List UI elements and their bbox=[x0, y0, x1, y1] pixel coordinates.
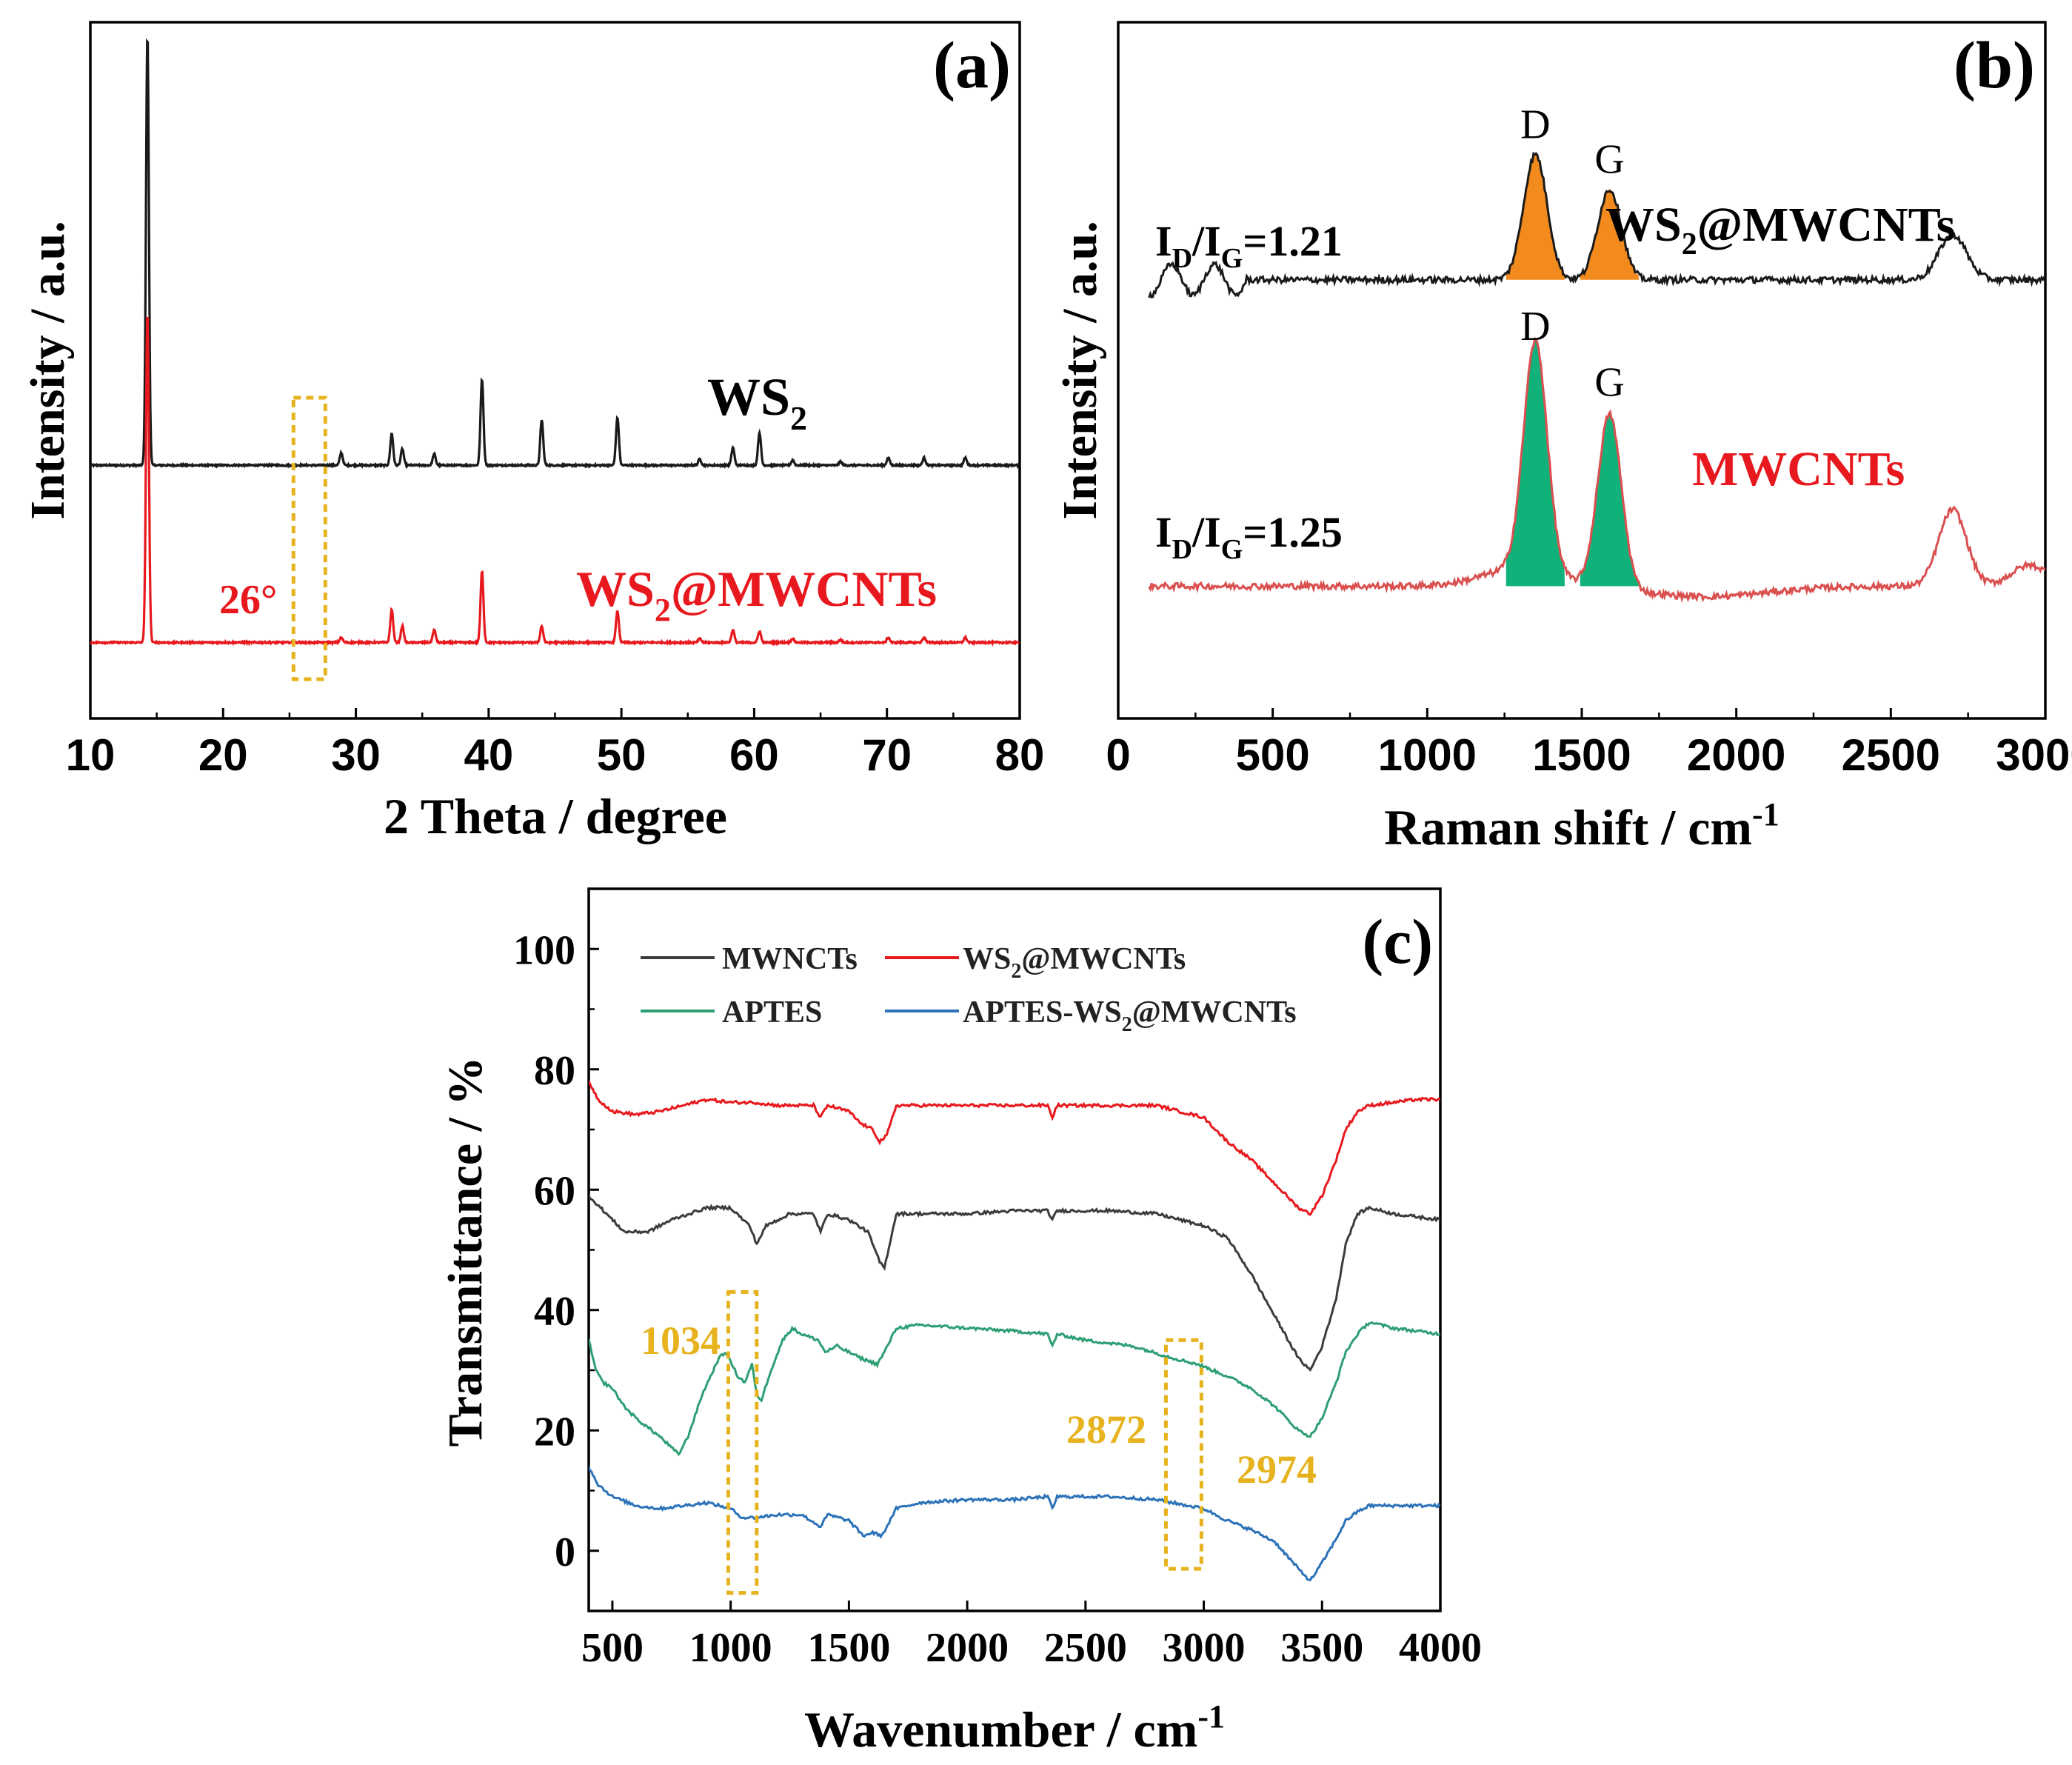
ftir-x-tick-label: 3000 bbox=[1163, 1625, 1246, 1671]
panel-label-c: (c) bbox=[1363, 906, 1433, 977]
raman-band-label-g: G bbox=[1594, 137, 1624, 183]
xrd-x-ticks: 10 20 30 40 50 60 70 80 bbox=[66, 708, 1045, 780]
ftir-line-mwncts bbox=[589, 1195, 1440, 1372]
ftir-y-tick-label: 80 bbox=[534, 1048, 575, 1094]
xrd-panel: 10 20 30 40 50 60 70 80 (a) WS2 WS2@MWCNTs 26° … bbox=[21, 21, 1045, 844]
ftir-x-ticks: 500 1000 1500 2000 2500 3000 3500 4000 bbox=[581, 1601, 1482, 1671]
ftir-highlight-box-1 bbox=[726, 1289, 759, 1595]
ftir-annotation-1034: 1034 bbox=[641, 1318, 721, 1363]
ftir-annotation-2974: 2974 bbox=[1237, 1447, 1317, 1492]
xrd-legend-ws2: WS2 bbox=[707, 367, 807, 437]
panel-label-b: (b) bbox=[1954, 29, 2035, 102]
ftir-x-tick-label: 3500 bbox=[1280, 1625, 1363, 1671]
raman-x-tick-label: 1000 bbox=[1378, 730, 1477, 780]
xrd-line-ws2 bbox=[90, 38, 1020, 470]
xrd-x-tick-label: 40 bbox=[464, 730, 513, 780]
raman-band-fill-g bbox=[1580, 189, 1640, 280]
ftir-x-tick-label: 2500 bbox=[1044, 1625, 1127, 1671]
ftir-x-tick-label: 4000 bbox=[1399, 1625, 1482, 1671]
ftir-line-ws2-mwcnts bbox=[589, 1080, 1440, 1216]
ftir-x-tick-label: 1000 bbox=[689, 1625, 772, 1671]
raman-series-group bbox=[1148, 151, 2045, 604]
ftir-y-tick-label: 0 bbox=[555, 1529, 575, 1575]
xrd-x-tick-label: 10 bbox=[66, 730, 116, 780]
raman-x-tick-label: 2000 bbox=[1687, 730, 1785, 780]
ftir-x-tick-label: 500 bbox=[581, 1625, 644, 1671]
xrd-26deg-highlight-box bbox=[291, 396, 327, 681]
raman-line-mwcnts bbox=[1148, 337, 2045, 604]
ftir-highlight-boxes bbox=[726, 1289, 1203, 1595]
raman-line-ws2-mwcnts bbox=[1148, 151, 2045, 298]
raman-x-tick-label: 2500 bbox=[1842, 730, 1940, 780]
raman-x-tick-label: 3000 bbox=[1996, 730, 2072, 780]
legend-label-aptes-ws2-mwcnts: APTES-WS2@MWCNTs bbox=[963, 995, 1297, 1036]
ftir-y-tick-label: 60 bbox=[534, 1168, 575, 1214]
xrd-x-tick-label: 50 bbox=[597, 730, 646, 780]
ftir-x-axis-title: Wavenumber / cm-1 bbox=[804, 1698, 1225, 1758]
raman-x-tick-label: 1500 bbox=[1532, 730, 1631, 780]
xrd-x-tick-label: 60 bbox=[729, 730, 779, 780]
xrd-legend-ws2-mwcnts: WS2@MWCNTs bbox=[576, 561, 937, 628]
xrd-line-ws2-mwcnts bbox=[90, 316, 1020, 647]
xrd-x-tick-label: 30 bbox=[331, 730, 381, 780]
xrd-x-tick-label: 80 bbox=[995, 730, 1045, 780]
xrd-x-axis-title: 2 Theta / degree bbox=[384, 788, 727, 844]
ftir-highlight-box-2 bbox=[1163, 1338, 1203, 1571]
ftir-y-tick-label: 100 bbox=[513, 927, 575, 973]
ftir-y-axis-title: Transmittance / % bbox=[438, 1057, 492, 1447]
ftir-x-tick-label: 2000 bbox=[926, 1625, 1009, 1671]
ftir-y-ticks: 0 20 40 60 80 100 bbox=[513, 927, 599, 1575]
ftir-panel: 500 1000 1500 2000 2500 3000 3500 4000 0 20 40 60 8… bbox=[438, 887, 1482, 1758]
xrd-26deg-annotation: 26° bbox=[219, 577, 277, 623]
raman-x-axis-title: Raman shift / cm-1 bbox=[1384, 796, 1779, 855]
raman-id-ig-ratio-mwcnts: ID/IG=1.25 bbox=[1155, 508, 1343, 565]
raman-band-fill-d bbox=[1505, 341, 1565, 587]
xrd-x-tick-label: 20 bbox=[198, 730, 248, 780]
raman-y-axis-title: Intensity / a.u. bbox=[1053, 221, 1107, 519]
raman-id-ig-ratio-ws2-mwcnts: ID/IG=1.21 bbox=[1155, 217, 1343, 274]
raman-legend-ws2-mwcnts: WS2@MWCNTs bbox=[1605, 198, 1955, 261]
raman-band-fill-g bbox=[1580, 414, 1640, 587]
raman-band-fill-d bbox=[1505, 154, 1565, 280]
raman-x-ticks: 0 500 1000 1500 2000 2500 3000 bbox=[1106, 708, 2072, 780]
legend-label-aptes: APTES bbox=[722, 995, 822, 1030]
raman-x-tick-label: 500 bbox=[1236, 730, 1310, 780]
xrd-x-tick-label: 70 bbox=[862, 730, 912, 780]
ftir-legend: MWNCTs WS2@MWCNTs APTES APTES-WS2@MWCNTs bbox=[641, 942, 1297, 1036]
legend-label-ws2-mwcnts: WS2@MWCNTs bbox=[963, 942, 1186, 983]
raman-band-label-g: G bbox=[1594, 359, 1624, 405]
ftir-line-aptes bbox=[589, 1321, 1440, 1457]
raman-x-tick-label: 0 bbox=[1106, 730, 1130, 780]
ftir-y-tick-label: 40 bbox=[534, 1289, 575, 1335]
raman-band-label-d: D bbox=[1520, 304, 1550, 350]
xrd-y-axis-title: Intensity / a.u. bbox=[21, 221, 75, 519]
raman-band-label-d: D bbox=[1520, 102, 1550, 148]
raman-legend-mwcnts: MWCNTs bbox=[1692, 442, 1905, 496]
ftir-annotation-2872: 2872 bbox=[1066, 1407, 1146, 1452]
ftir-y-tick-label: 20 bbox=[534, 1409, 575, 1455]
xrd-series-group bbox=[90, 38, 1020, 647]
ftir-x-tick-label: 1500 bbox=[807, 1625, 890, 1671]
raman-plot-frame bbox=[1117, 21, 2047, 720]
panel-label-a: (a) bbox=[933, 29, 1011, 102]
legend-label-mwncts: MWNCTs bbox=[722, 942, 858, 976]
